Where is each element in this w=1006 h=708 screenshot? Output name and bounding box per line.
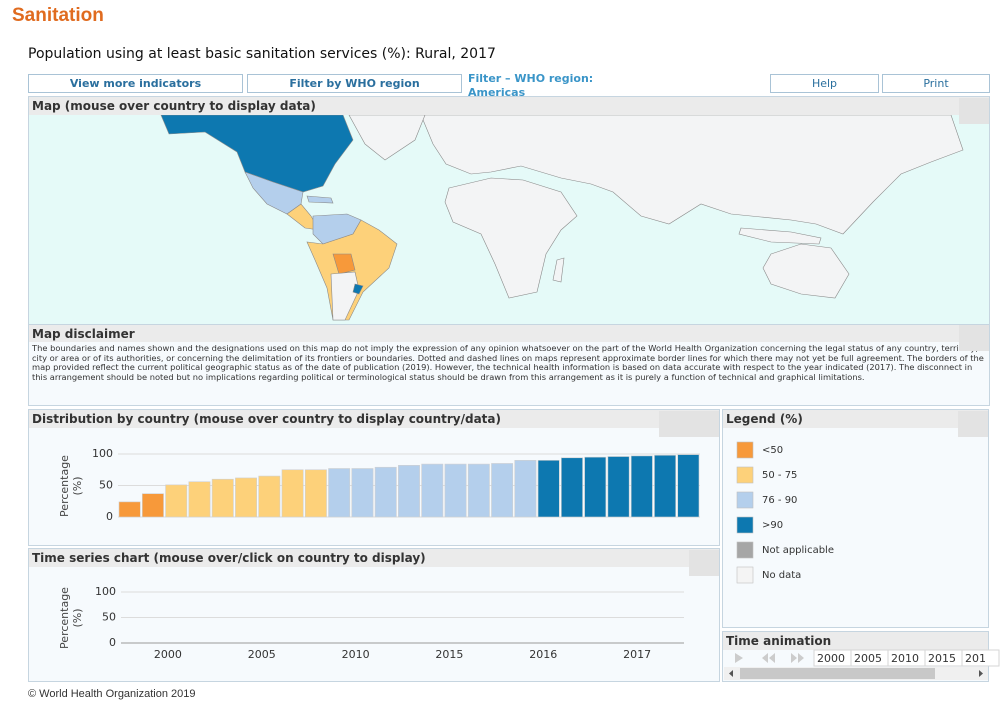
bolivia — [332, 253, 356, 275]
africa — [444, 177, 578, 299]
legend-panel: Legend (%) — [722, 409, 989, 628]
map-panel: Map (mouse over country to display data)… — [28, 96, 990, 406]
australia — [762, 243, 850, 299]
disclaimer-header: Map disclaimer — [29, 324, 989, 342]
page-title: Sanitation — [12, 5, 104, 26]
filter-value: Americas — [468, 86, 526, 99]
footer: © World Health Organization 2019 — [28, 688, 196, 700]
distribution-header: Distribution by country (mouse over coun… — [29, 410, 719, 428]
filter-region-button[interactable]: Filter by WHO region — [247, 74, 462, 93]
eurasia — [420, 115, 964, 235]
animation-header: Time animation — [723, 632, 988, 650]
download-expand[interactable] — [659, 411, 719, 437]
filter-status: Filter – WHO region: Americas — [468, 72, 593, 100]
expand-legend[interactable] — [958, 411, 988, 437]
help-button[interactable]: Help — [770, 74, 879, 93]
expand-disclaimer[interactable] — [959, 325, 989, 351]
disclaimer-text: The boundaries and names shown and the d… — [32, 343, 984, 382]
world-map[interactable] — [29, 115, 989, 324]
map-header: Map (mouse over country to display data) — [29, 97, 989, 115]
uruguay — [352, 283, 364, 295]
print-button[interactable]: Print — [882, 74, 990, 93]
legend-header: Legend (%) — [723, 410, 988, 428]
animation-panel: Time animation — [722, 631, 989, 682]
indonesia — [738, 227, 822, 245]
expand-map[interactable] — [959, 98, 989, 124]
timeseries-panel: Time series chart (mouse over/click on c… — [28, 548, 720, 682]
indicator-title: Population using at least basic sanitati… — [28, 46, 496, 62]
madagascar — [552, 257, 565, 283]
expand-timeseries[interactable] — [689, 550, 719, 576]
greenland — [348, 115, 426, 161]
countries — [160, 115, 964, 321]
timeseries-header: Time series chart (mouse over/click on c… — [29, 549, 719, 567]
caribbean — [306, 195, 334, 204]
southern-cone — [330, 271, 360, 321]
distribution-panel: Distribution by country (mouse over coun… — [28, 409, 720, 546]
view-indicators-button[interactable]: View more indicators — [28, 74, 243, 93]
filter-label: Filter – WHO region: — [468, 72, 594, 85]
